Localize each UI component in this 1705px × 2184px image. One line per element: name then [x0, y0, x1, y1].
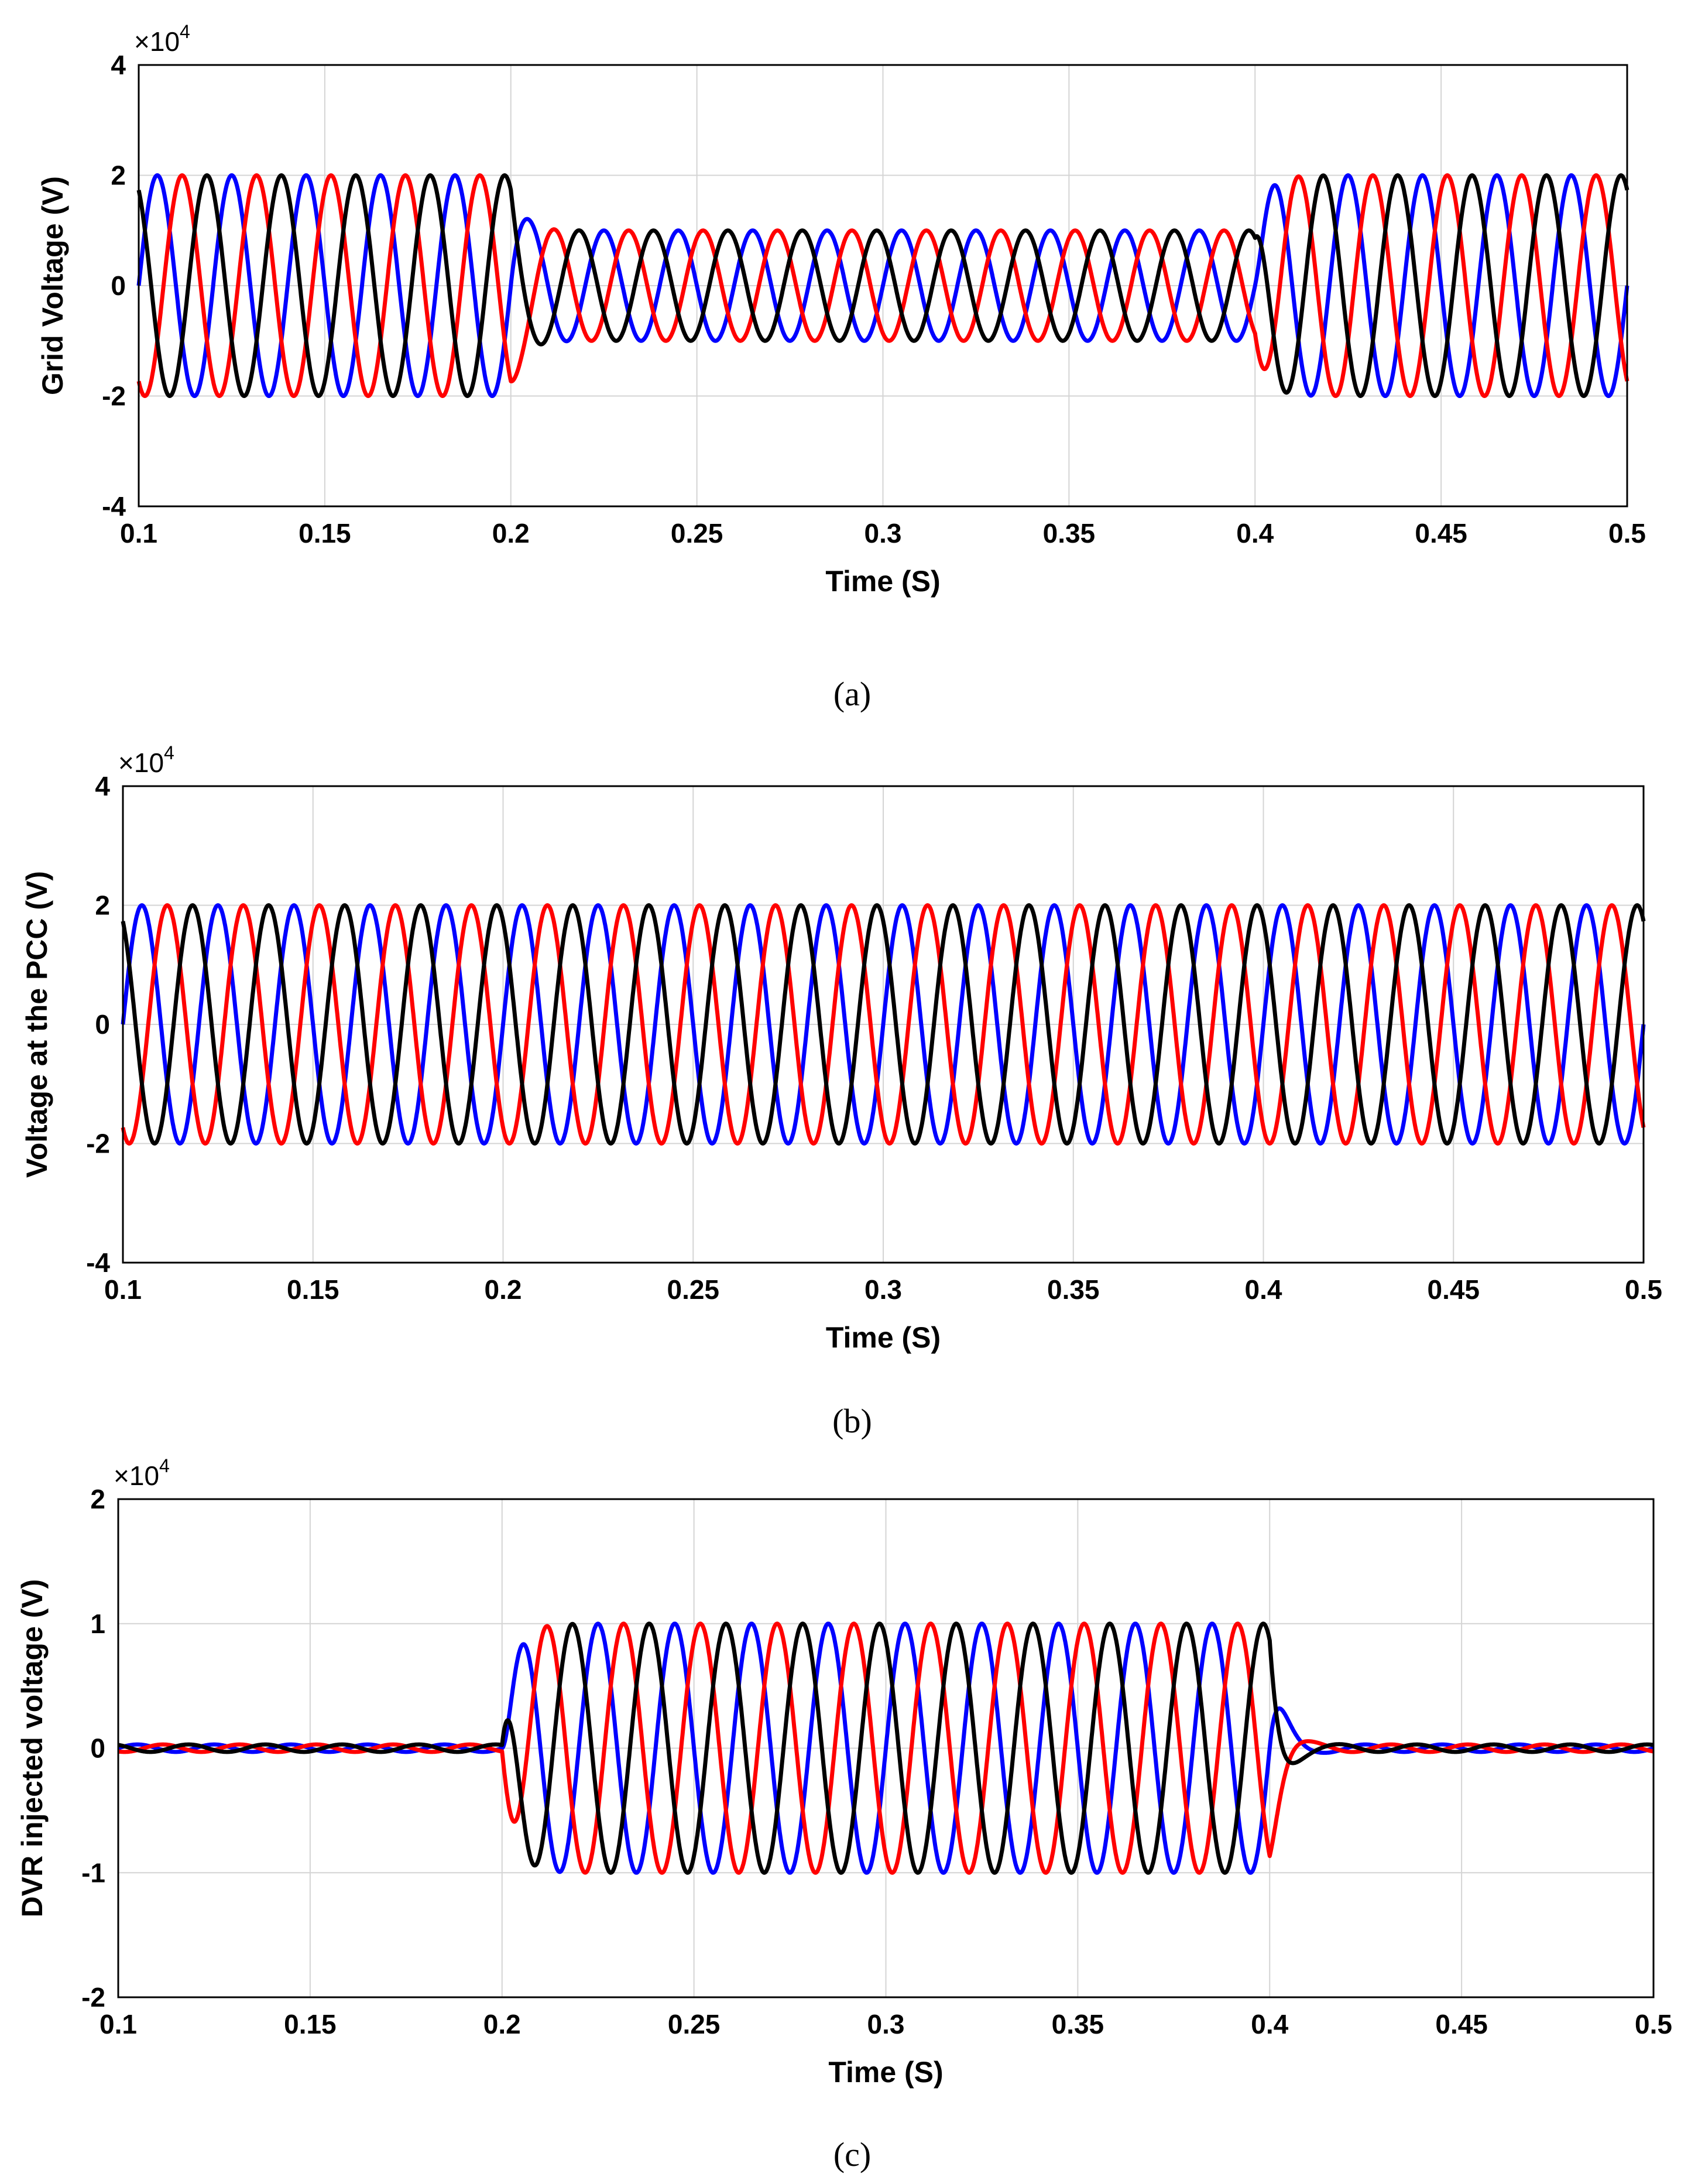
series-phase-c-waveform — [116, 1621, 1655, 1875]
x-tick-label: 0.35 — [1052, 2009, 1104, 2039]
y-tick-label: -2 — [86, 1129, 110, 1159]
panel-a: 0.1 0.15 0.2 0.25 0.3 0.35 0.4 0.45 0.5 … — [36, 21, 1646, 713]
x-tick-label: 0.5 — [1608, 518, 1646, 548]
y-tick-label: 2 — [90, 1484, 105, 1514]
x-tick-label: 0.5 — [1625, 1274, 1662, 1305]
y-tick-labels-c: 2 1 0 -1 -2 — [81, 1484, 105, 2012]
x-tick-label: 0.25 — [668, 2009, 721, 2039]
plot-area-frame-b — [122, 785, 1645, 1264]
x-tick-label: 0.5 — [1635, 2009, 1672, 2039]
y-tick-label: 4 — [95, 771, 110, 801]
x-tick-label: 0.2 — [485, 1274, 522, 1305]
y-tick-label: 2 — [111, 160, 126, 191]
x-tick-label: 0.25 — [671, 518, 723, 548]
series-phase-a-waveform — [136, 173, 1629, 398]
series-phase-a-waveform — [121, 903, 1646, 1146]
series-group-a — [136, 173, 1629, 398]
y-tick-label: -4 — [86, 1247, 110, 1278]
x-tick-label: 0.1 — [100, 2009, 137, 2039]
x-tick-label: 0.3 — [867, 2009, 905, 2039]
y-tick-label: 4 — [111, 50, 126, 80]
plot-area-frame-c — [117, 1498, 1655, 1998]
series-phase-b-waveform — [121, 903, 1646, 1146]
x-tick-labels-c: 0.1 0.15 0.2 0.25 0.3 0.35 0.4 0.45 0.5 — [100, 2009, 1672, 2039]
x-tick-label: 0.3 — [864, 518, 902, 548]
series-phase-b-waveform — [116, 1621, 1655, 1875]
x-tick-label: 0.1 — [120, 518, 157, 548]
series-group-b — [121, 903, 1646, 1146]
y-tick-label: -2 — [102, 381, 126, 412]
series-phase-c-waveform — [136, 173, 1629, 398]
y-tick-label: 0 — [90, 1733, 105, 1764]
y-tick-label: 1 — [90, 1609, 105, 1639]
series-phase-b-waveform — [136, 173, 1629, 398]
plot-area-frame-a — [138, 64, 1628, 508]
panel-caption-a: (a) — [833, 675, 871, 713]
x-tick-label: 0.4 — [1251, 2009, 1288, 2039]
panel-caption-b: (b) — [832, 1402, 872, 1440]
x-tick-label: 0.15 — [284, 2009, 337, 2039]
x-tick-label: 0.3 — [864, 1274, 902, 1305]
x-tick-label: 0.2 — [492, 518, 530, 548]
y-tick-label: -4 — [102, 491, 126, 522]
x-tick-label: 0.1 — [104, 1274, 142, 1305]
series-phase-c-waveform — [121, 903, 1646, 1146]
series-group-c — [116, 1621, 1655, 1875]
x-tick-label: 0.15 — [299, 518, 351, 548]
x-tick-label: 0.45 — [1427, 1274, 1480, 1305]
y-tick-label: -1 — [81, 1857, 105, 1888]
x-tick-label: 0.4 — [1245, 1274, 1282, 1305]
x-tick-label: 0.25 — [667, 1274, 719, 1305]
y-axis-label-b: Voltage at the PCC (V) — [20, 871, 53, 1178]
x-tick-labels-b: 0.1 0.15 0.2 0.25 0.3 0.35 0.4 0.45 0.5 — [104, 1274, 1662, 1305]
y-tick-label: 0 — [111, 270, 126, 301]
x-axis-label-b: Time (S) — [826, 1321, 941, 1354]
y-axis-label-c: DVR injected voltage (V) — [16, 1579, 49, 1918]
x-tick-label: 0.4 — [1236, 518, 1274, 548]
x-tick-label: 0.2 — [483, 2009, 521, 2039]
panel-c: 0.1 0.15 0.2 0.25 0.3 0.35 0.4 0.45 0.5 … — [16, 1455, 1672, 2173]
y-tick-label: 2 — [95, 890, 110, 921]
y-axis-exponent-a: ×104 — [134, 21, 190, 57]
y-tick-labels-b: 4 2 0 -2 -4 — [86, 771, 110, 1278]
x-tick-label: 0.45 — [1435, 2009, 1488, 2039]
x-tick-label: 0.35 — [1043, 518, 1096, 548]
panel-caption-c: (c) — [833, 2135, 871, 2173]
x-tick-label: 0.15 — [287, 1274, 339, 1305]
y-tick-label: -2 — [81, 1982, 105, 2012]
x-tick-labels-a: 0.1 0.15 0.2 0.25 0.3 0.35 0.4 0.45 0.5 — [120, 518, 1646, 548]
y-tick-labels-a: 4 2 0 -2 -4 — [102, 50, 126, 522]
x-tick-label: 0.35 — [1047, 1274, 1100, 1305]
panel-b: 0.1 0.15 0.2 0.25 0.3 0.35 0.4 0.45 0.5 … — [20, 742, 1662, 1440]
y-axis-exponent-b: ×104 — [118, 742, 174, 778]
y-axis-exponent-c: ×104 — [114, 1455, 170, 1491]
series-phase-a-waveform — [116, 1621, 1655, 1875]
x-tick-label: 0.45 — [1415, 518, 1467, 548]
y-tick-label: 0 — [95, 1009, 110, 1040]
x-axis-label-a: Time (S) — [825, 565, 940, 598]
x-axis-label-c: Time (S) — [828, 2056, 943, 2089]
y-axis-label-a: Grid Voltage (V) — [36, 176, 69, 395]
